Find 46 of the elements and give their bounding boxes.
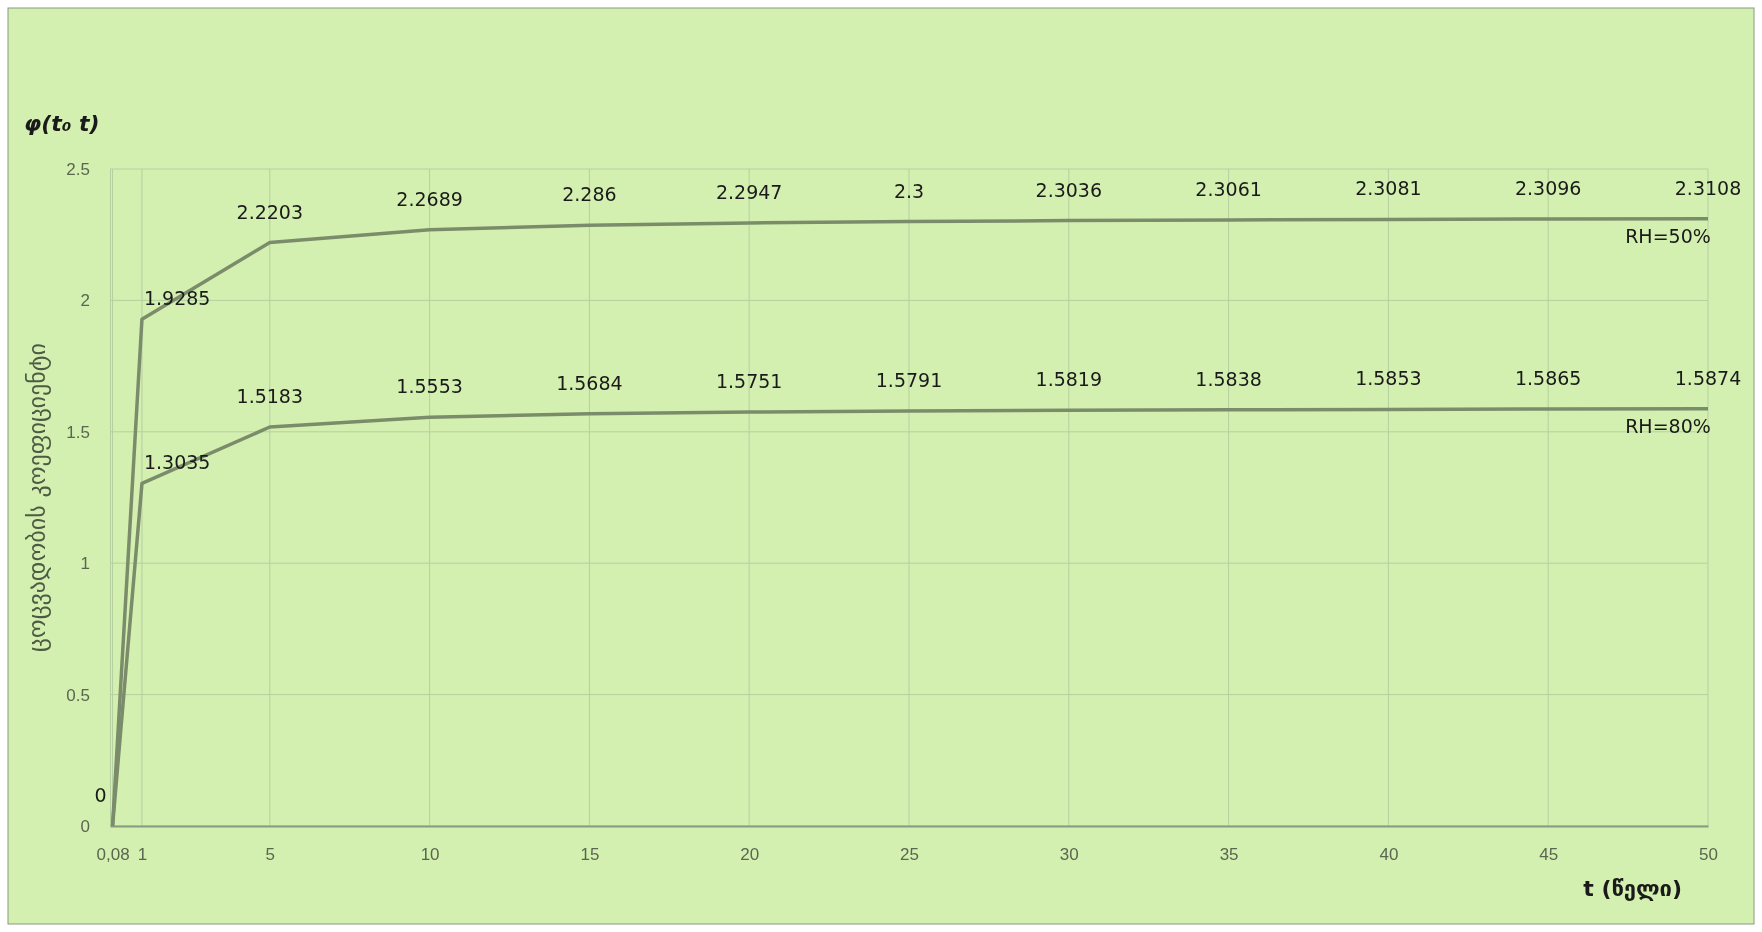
data-label: 2.3081: [1355, 177, 1422, 200]
data-label: 1.3035: [143, 451, 211, 474]
x-tick-label: 5: [265, 845, 276, 865]
x-tick-label: 45: [1539, 845, 1559, 865]
x-tick-label: 15: [580, 845, 600, 865]
data-label: 1.5684: [556, 371, 623, 394]
x-tick-label: 30: [1059, 845, 1079, 865]
y-tick-label: 0.5: [66, 685, 90, 705]
data-label: 2.3061: [1195, 177, 1262, 200]
data-label: 1.5865: [1514, 367, 1582, 390]
data-label: 1.5819: [1035, 368, 1103, 391]
data-label: 2.2689: [396, 187, 463, 210]
data-label: 2.2947: [715, 180, 783, 203]
data-label: 2.286: [562, 183, 617, 206]
data-label: 2.3: [893, 179, 925, 202]
data-label: 1.5553: [396, 375, 463, 398]
x-tick-label: 1: [137, 845, 148, 865]
y-axis-title: ცოცვადობის კოეფიციენტი: [23, 343, 51, 652]
x-tick-label: 0,08: [96, 845, 130, 865]
x-tick-label: 35: [1219, 845, 1239, 865]
data-label: 1.5853: [1355, 367, 1422, 390]
y-tick-label: 1.5: [66, 422, 90, 442]
data-label: 1.5183: [236, 384, 304, 407]
x-tick-label: 25: [900, 845, 919, 865]
x-tick-label: 10: [420, 845, 440, 865]
data-label: 1.5791: [875, 369, 943, 392]
series-label: RH=80%: [1625, 414, 1711, 437]
data-label: 2.3096: [1514, 177, 1582, 200]
x-axis-title: t (წელი): [1583, 876, 1682, 901]
data-label: 0: [94, 784, 107, 806]
x-tick-label: 50: [1699, 845, 1718, 865]
y-tick-label: 1: [80, 554, 90, 574]
x-tick-label: 40: [1379, 845, 1399, 865]
data-label: 2.2203: [236, 200, 304, 223]
data-label: 2.3108: [1674, 176, 1742, 199]
series-label: RH=50%: [1625, 224, 1711, 247]
data-label: 1.5838: [1195, 367, 1262, 390]
y-tick-label: 2.5: [66, 159, 90, 179]
data-label: 1.5874: [1674, 366, 1742, 389]
data-label: 2.3036: [1035, 178, 1103, 201]
data-label: 1.5751: [715, 370, 783, 393]
y2-axis-title: φ(t₀ t): [24, 111, 100, 136]
y-tick-label: 2: [80, 291, 90, 311]
y-tick-label: 0: [80, 816, 90, 836]
data-label: 1.9285: [143, 287, 211, 310]
x-tick-label: 20: [740, 845, 760, 865]
